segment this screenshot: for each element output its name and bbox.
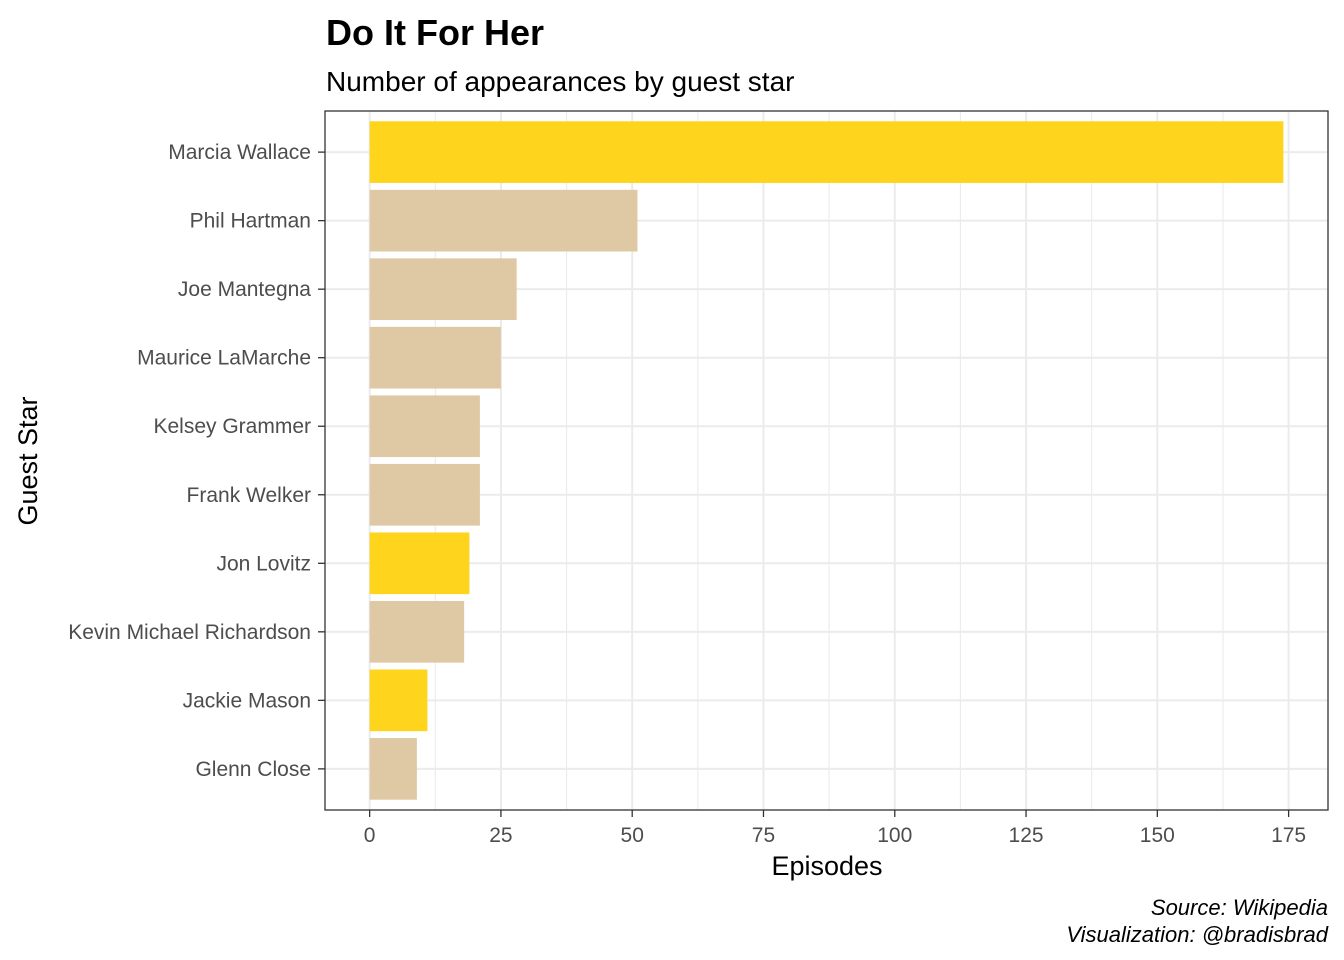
x-tick-label: 25: [489, 824, 512, 847]
y-tick-label: Frank Welker: [187, 484, 311, 507]
x-axis-title: Episodes: [771, 851, 882, 881]
chart-subtitle: Number of appearances by guest star: [326, 66, 794, 97]
y-tick-label: Glenn Close: [195, 758, 311, 781]
x-tick-label: 125: [1009, 824, 1044, 847]
bar: [369, 463, 480, 526]
y-axis-title: Guest Star: [13, 396, 43, 525]
bar: [369, 738, 417, 800]
bar: [369, 258, 517, 321]
bar-layer: [369, 121, 1284, 800]
tick-layer: Marcia Wallace Phil Hartman Joe Mantegna Ma…: [68, 141, 1306, 847]
x-tick-label: 150: [1140, 824, 1175, 847]
y-tick-label: Marcia Wallace: [168, 141, 311, 164]
panel-border: [324, 110, 1329, 811]
x-tick-label: 175: [1271, 824, 1306, 847]
y-tick-label: Phil Hartman: [190, 210, 311, 233]
bar: [369, 395, 480, 458]
y-tick-label: Jon Lovitz: [216, 552, 311, 575]
bar: [369, 326, 501, 389]
y-tick-label: Kelsey Grammer: [153, 415, 311, 438]
y-tick-label: Maurice LaMarche: [137, 347, 311, 370]
bar: [369, 669, 428, 732]
bar: [369, 189, 638, 252]
bar: [369, 532, 470, 595]
caption-credit: Visualization: @bradisbrad: [1066, 922, 1328, 947]
x-tick-label: 100: [877, 824, 912, 847]
x-tick-label: 75: [752, 824, 775, 847]
caption-source: Source: Wikipedia: [1151, 895, 1328, 920]
y-tick-label: Kevin Michael Richardson: [68, 621, 311, 644]
bar: [369, 600, 465, 663]
grid-layer: [325, 111, 1328, 810]
y-tick-label: Jackie Mason: [183, 689, 311, 712]
chart-title: Do It For Her: [326, 12, 544, 53]
bar: [369, 121, 1284, 183]
x-tick-label: 0: [364, 824, 376, 847]
y-tick-label: Joe Mantegna: [178, 278, 311, 301]
x-tick-label: 50: [621, 824, 644, 847]
